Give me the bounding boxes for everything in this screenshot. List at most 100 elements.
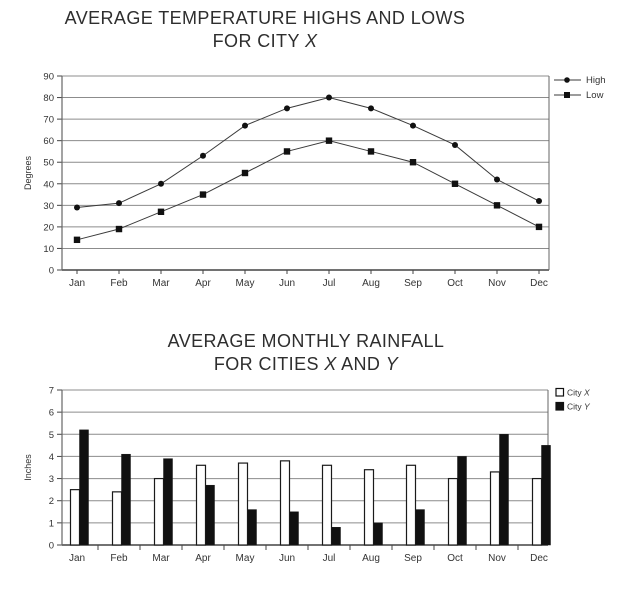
x-tick-label: Nov bbox=[488, 278, 506, 289]
y-tick-label: 60 bbox=[43, 136, 54, 147]
x-tick-label: Jun bbox=[279, 553, 295, 564]
legend-circle-marker-icon bbox=[564, 77, 570, 83]
low-marker bbox=[325, 137, 333, 144]
high-marker bbox=[284, 105, 290, 112]
bar bbox=[111, 491, 123, 546]
x-tick-label: Mar bbox=[152, 278, 170, 289]
x-tick-label: Oct bbox=[447, 553, 463, 564]
y-tick-label: 0 bbox=[49, 541, 54, 552]
x-tick-label: Sep bbox=[404, 553, 422, 564]
temperature-chart-title: AVERAGE TEMPERATURE HIGHS AND LOWS FOR C… bbox=[0, 7, 530, 53]
bar bbox=[69, 489, 81, 546]
x-tick-label: Dec bbox=[530, 553, 548, 564]
temperature-chart-title-line1: AVERAGE TEMPERATURE HIGHS AND LOWS bbox=[64, 8, 466, 28]
x-tick-label: Jul bbox=[323, 278, 336, 289]
low-marker bbox=[367, 148, 375, 155]
y-tick-label: 90 bbox=[43, 72, 54, 83]
temperature-line-chart: 0 10 20 30 40 50 60 70 80 90 Jan Feb Mar Apr May Jun Jul… bbox=[23, 72, 606, 290]
temperature-legend: High Low bbox=[554, 75, 606, 101]
high-marker bbox=[368, 105, 374, 112]
x-tick-label: Nov bbox=[488, 553, 506, 564]
rainfall-legend: City X City Y bbox=[555, 388, 591, 412]
bar bbox=[489, 471, 501, 546]
bar bbox=[289, 511, 299, 546]
bar bbox=[79, 429, 89, 546]
legend-label: City Y bbox=[567, 402, 591, 412]
bar bbox=[237, 462, 249, 546]
series-high bbox=[74, 94, 542, 211]
high-marker bbox=[242, 122, 248, 129]
x-tick-label: Jun bbox=[279, 278, 295, 289]
low-marker bbox=[493, 202, 501, 209]
bar bbox=[541, 445, 551, 546]
x-tick-label: Feb bbox=[110, 278, 128, 289]
x-tick-label: Jan bbox=[69, 553, 85, 564]
bar bbox=[415, 509, 425, 546]
rainfall-chart-title-line2: FOR CITIES X AND Y bbox=[0, 353, 612, 376]
bar bbox=[373, 522, 383, 546]
high-marker bbox=[200, 152, 206, 159]
y-tick-label: 20 bbox=[43, 222, 54, 233]
y-axis-title: Inches bbox=[23, 454, 33, 481]
x-tick-label: Jan bbox=[69, 278, 85, 289]
y-gridlines: 0 10 20 30 40 50 60 70 80 90 bbox=[43, 72, 549, 277]
y-tick-label: 1 bbox=[49, 518, 54, 529]
y-gridlines: 0 1 2 3 4 5 6 7 bbox=[49, 386, 548, 552]
low-marker bbox=[535, 223, 543, 231]
high-marker bbox=[410, 122, 416, 129]
bar bbox=[121, 453, 131, 546]
y-tick-label: 5 bbox=[49, 430, 54, 441]
x-tick-label: Aug bbox=[362, 278, 380, 289]
temperature-chart-title-line2-city-x: X bbox=[304, 31, 318, 51]
high-line bbox=[76, 97, 540, 208]
x-tick-label: Apr bbox=[195, 278, 211, 289]
rainfall-chart-title: AVERAGE MONTHLY RAINFALL FOR CITIES X AN… bbox=[0, 330, 612, 376]
low-marker bbox=[451, 180, 459, 187]
bar bbox=[457, 456, 467, 546]
legend-label: City X bbox=[567, 388, 590, 398]
high-marker bbox=[116, 200, 122, 207]
temperature-chart-title-line2: FOR CITY X bbox=[0, 30, 530, 53]
plot-frame bbox=[61, 390, 549, 545]
x-tick-label: Dec bbox=[530, 278, 548, 289]
temperature-chart-title-line2-prefix: FOR CITY bbox=[212, 31, 305, 51]
series-low bbox=[73, 137, 543, 244]
bar bbox=[499, 434, 509, 546]
legend-label: High bbox=[586, 75, 606, 86]
y-tick-label: 7 bbox=[49, 386, 54, 397]
bars-city-y bbox=[79, 429, 551, 546]
rainfall-chart-title-line2-mid: AND bbox=[336, 354, 386, 374]
y-tick-label: 70 bbox=[43, 115, 54, 126]
bar bbox=[153, 477, 165, 546]
plot-frame bbox=[61, 76, 550, 270]
y-tick-label: 80 bbox=[43, 93, 54, 104]
low-marker bbox=[409, 159, 417, 166]
high-marker bbox=[452, 141, 458, 148]
low-marker bbox=[115, 225, 123, 233]
x-tick-label: May bbox=[236, 553, 255, 564]
y-tick-label: 30 bbox=[43, 201, 54, 212]
bar bbox=[331, 527, 341, 546]
bar bbox=[447, 477, 459, 546]
rainfall-chart-title-line2-prefix: FOR CITIES bbox=[213, 354, 325, 374]
low-marker bbox=[199, 191, 207, 198]
low-marker bbox=[283, 148, 291, 155]
x-tick-label: Aug bbox=[362, 553, 380, 564]
x-tick-label: Jul bbox=[323, 553, 336, 564]
bar bbox=[405, 464, 417, 546]
low-marker bbox=[157, 208, 165, 215]
bar bbox=[247, 509, 257, 546]
x-tick-label: Sep bbox=[404, 278, 422, 289]
rainfall-chart-title-line2-city-y: Y bbox=[385, 354, 399, 374]
bar bbox=[195, 464, 207, 546]
high-marker bbox=[74, 204, 80, 211]
rainfall-chart-title-line1: AVERAGE MONTHLY RAINFALL bbox=[167, 331, 445, 351]
low-marker bbox=[241, 169, 249, 177]
x-tick-label: May bbox=[236, 278, 255, 289]
y-axis-title: Degrees bbox=[23, 155, 33, 190]
y-tick-label: 6 bbox=[49, 408, 54, 419]
rainfall-chart-title-line2-city-x: X bbox=[324, 354, 337, 374]
low-line bbox=[76, 140, 540, 241]
bar bbox=[531, 477, 543, 546]
